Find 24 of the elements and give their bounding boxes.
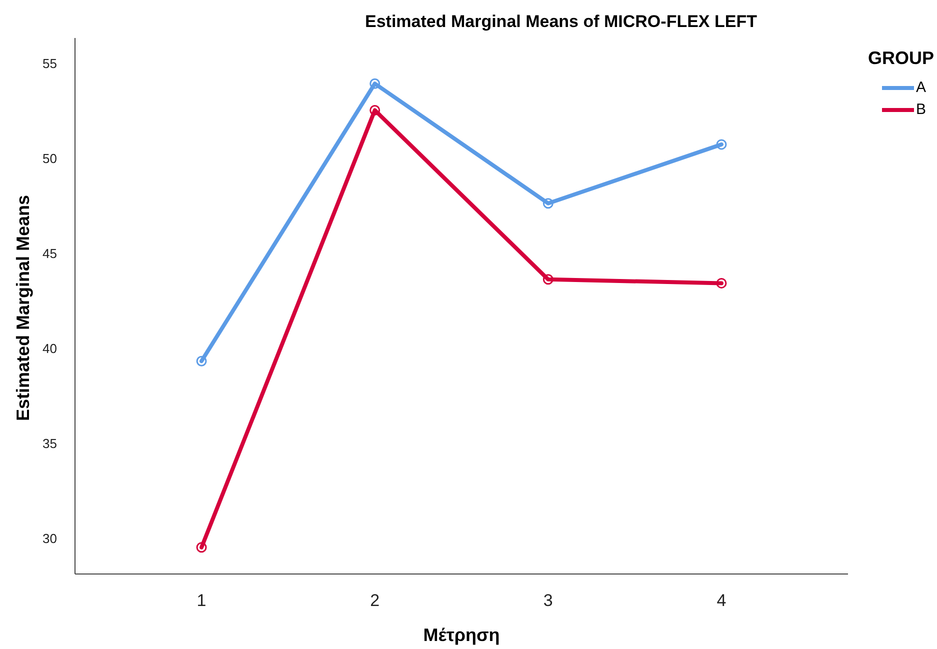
y-tick-label: 40 — [42, 341, 57, 356]
y-tick-label: 45 — [42, 246, 57, 262]
point — [716, 139, 727, 150]
point — [716, 278, 727, 288]
y-axis-title: Estimated Marginal Means — [13, 194, 33, 422]
x-axis-title: Μέτρηση — [423, 625, 500, 645]
x-tick-label: 4 — [716, 591, 726, 610]
point — [196, 356, 207, 366]
point — [542, 274, 554, 285]
chart-title: Estimated Marginal Means of MICRO-FLEX LEFT — [365, 12, 758, 31]
point — [542, 198, 554, 209]
point — [196, 542, 207, 553]
x-tick-label: 2 — [370, 591, 380, 610]
point — [370, 78, 380, 89]
legend-title: GROUP — [868, 48, 934, 68]
y-tick-label: 30 — [42, 531, 57, 546]
point — [370, 104, 380, 116]
y-tick-label: 55 — [42, 56, 57, 72]
x-tick-label: 1 — [196, 591, 206, 610]
legend-label: A — [916, 78, 926, 96]
y-tick-label: 35 — [42, 436, 57, 452]
y-tick-label: 50 — [42, 151, 57, 166]
legend-label: B — [916, 100, 926, 118]
x-tick-label: 3 — [543, 591, 553, 610]
